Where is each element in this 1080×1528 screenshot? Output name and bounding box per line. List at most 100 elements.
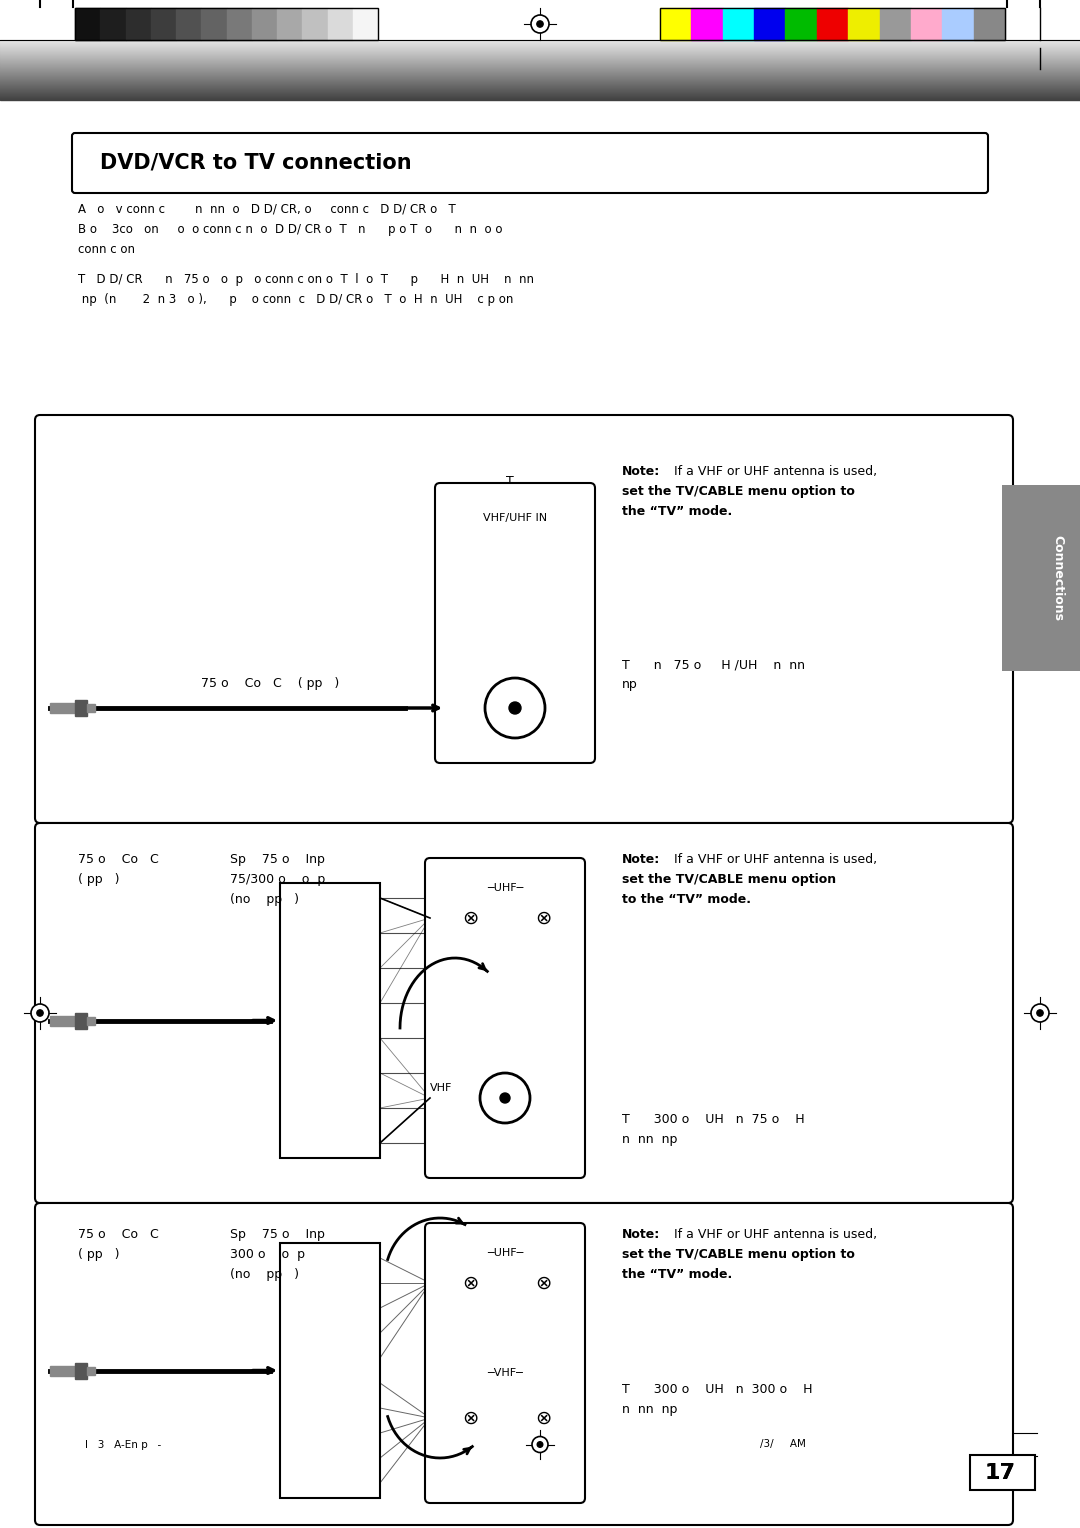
Text: conn c on: conn c on <box>78 243 135 257</box>
Bar <box>848 8 879 40</box>
Bar <box>816 8 848 40</box>
Bar <box>353 8 378 40</box>
Bar <box>75 700 87 717</box>
Text: 75/300 o    o  p: 75/300 o o p <box>230 872 325 886</box>
Circle shape <box>480 1073 530 1123</box>
Text: (no    pp   ): (no pp ) <box>230 1268 299 1280</box>
Bar <box>754 8 785 40</box>
Text: the “TV” mode.: the “TV” mode. <box>622 504 732 518</box>
Circle shape <box>537 1442 543 1447</box>
Text: Note:: Note: <box>622 1229 660 1241</box>
Bar <box>87 704 95 712</box>
Text: np: np <box>622 678 638 691</box>
Text: I   3   A-En p   -: I 3 A-En p - <box>85 1439 161 1450</box>
Text: /3/     AM: /3/ AM <box>760 1439 806 1450</box>
Text: VHF: VHF <box>430 1083 453 1093</box>
Bar <box>252 8 276 40</box>
Bar <box>942 8 974 40</box>
Bar <box>50 703 75 714</box>
Text: Sp    75 o    Inp: Sp 75 o Inp <box>230 1229 325 1241</box>
Bar <box>151 8 176 40</box>
Bar <box>87 1016 95 1024</box>
Text: If a VHF or UHF antenna is used,: If a VHF or UHF antenna is used, <box>674 853 877 866</box>
Text: DVD/VCR to TV connection: DVD/VCR to TV connection <box>100 153 411 173</box>
Circle shape <box>1037 1010 1043 1016</box>
Text: T      300 o    UH   n  75 o    H: T 300 o UH n 75 o H <box>622 1112 805 1126</box>
Circle shape <box>537 21 543 28</box>
Text: ⊗: ⊗ <box>535 1409 551 1427</box>
Bar <box>75 1013 87 1028</box>
Text: ─UHF─: ─UHF─ <box>487 883 523 892</box>
Text: ⊗: ⊗ <box>535 909 551 927</box>
FancyBboxPatch shape <box>426 1222 585 1504</box>
Text: 75 o    Co   C    ( pp   ): 75 o Co C ( pp ) <box>201 677 339 691</box>
Bar <box>50 1366 75 1375</box>
Circle shape <box>1031 1004 1049 1022</box>
Bar <box>691 8 723 40</box>
Bar <box>201 8 227 40</box>
Bar <box>974 8 1005 40</box>
FancyBboxPatch shape <box>72 133 988 193</box>
FancyBboxPatch shape <box>35 1203 1013 1525</box>
Text: np  (n       2  n 3   o ),      p    o conn  c   D D/ CR o   T  o  H  n  UH    c: np (n 2 n 3 o ), p o conn c D D/ CR o T … <box>78 293 513 306</box>
Circle shape <box>509 701 521 714</box>
Text: set the TV/CABLE menu option: set the TV/CABLE menu option <box>622 872 836 886</box>
Bar <box>125 8 151 40</box>
Bar <box>302 8 327 40</box>
Text: 300 o    o  p: 300 o o p <box>230 1248 305 1261</box>
Text: Note:: Note: <box>622 853 660 866</box>
Text: T   D D/ CR      n   75 o   o  p   o conn c on o  T  l  o  T      p      H  n  U: T D D/ CR n 75 o o p o conn c on o T l o… <box>78 274 534 286</box>
Bar <box>75 1363 87 1378</box>
Circle shape <box>531 15 549 34</box>
Text: 17: 17 <box>985 1462 1015 1484</box>
Text: T      n   75 o     H /UH    n  nn: T n 75 o H /UH n nn <box>622 659 805 671</box>
Text: VHF/UHF IN: VHF/UHF IN <box>483 513 548 523</box>
Bar <box>100 8 125 40</box>
FancyBboxPatch shape <box>35 416 1013 824</box>
Text: to the “TV” mode.: to the “TV” mode. <box>622 892 751 906</box>
Text: T: T <box>507 859 514 871</box>
Bar <box>176 8 201 40</box>
Text: A   o   v conn c        n  nn  o   D D/ CR, o     conn c   D D/ CR o   T: A o v conn c n nn o D D/ CR, o conn c D … <box>78 203 456 215</box>
Circle shape <box>500 1093 510 1103</box>
Bar <box>75 8 378 40</box>
Text: Note:: Note: <box>622 465 660 478</box>
Text: T      300 o    UH   n  300 o    H: T 300 o UH n 300 o H <box>622 1383 812 1397</box>
Circle shape <box>31 1004 49 1022</box>
Text: ⊗: ⊗ <box>535 1273 551 1293</box>
Text: Sp    75 o    Inp: Sp 75 o Inp <box>230 853 325 866</box>
FancyBboxPatch shape <box>35 824 1013 1203</box>
Bar <box>50 1016 75 1025</box>
Text: ( pp   ): ( pp ) <box>78 872 120 886</box>
Text: If a VHF or UHF antenna is used,: If a VHF or UHF antenna is used, <box>674 465 877 478</box>
Text: n  nn  np: n nn np <box>622 1132 677 1146</box>
Bar <box>75 8 100 40</box>
Bar <box>785 8 816 40</box>
Bar <box>723 8 754 40</box>
Bar <box>327 8 353 40</box>
Bar <box>87 1366 95 1375</box>
Bar <box>660 8 691 40</box>
Text: ─VHF─: ─VHF─ <box>487 1368 523 1378</box>
Text: ⊗: ⊗ <box>462 909 478 927</box>
FancyBboxPatch shape <box>435 483 595 762</box>
Bar <box>280 883 380 1158</box>
Text: set the TV/CABLE menu option to: set the TV/CABLE menu option to <box>622 484 855 498</box>
Text: If a VHF or UHF antenna is used,: If a VHF or UHF antenna is used, <box>674 1229 877 1241</box>
Bar <box>660 8 1005 40</box>
Bar <box>879 8 910 40</box>
Text: (no    pp   ): (no pp ) <box>230 892 299 906</box>
Text: T: T <box>507 1233 514 1245</box>
Bar <box>970 1455 1035 1490</box>
FancyBboxPatch shape <box>426 859 585 1178</box>
Circle shape <box>485 678 545 738</box>
Text: 17: 17 <box>985 1462 1015 1484</box>
Text: Connections: Connections <box>1052 535 1065 620</box>
Text: ( pp   ): ( pp ) <box>78 1248 120 1261</box>
Bar <box>227 8 252 40</box>
Text: ⊗: ⊗ <box>462 1273 478 1293</box>
Text: B o    3co   on     o  o conn c n  o  D D/ CR o  T   n      p o T  o      n  n  : B o 3co on o o conn c n o D D/ CR o T n … <box>78 223 502 235</box>
Text: 75 o    Co   C: 75 o Co C <box>78 853 159 866</box>
Bar <box>910 8 942 40</box>
Text: ─UHF─: ─UHF─ <box>487 1248 523 1258</box>
